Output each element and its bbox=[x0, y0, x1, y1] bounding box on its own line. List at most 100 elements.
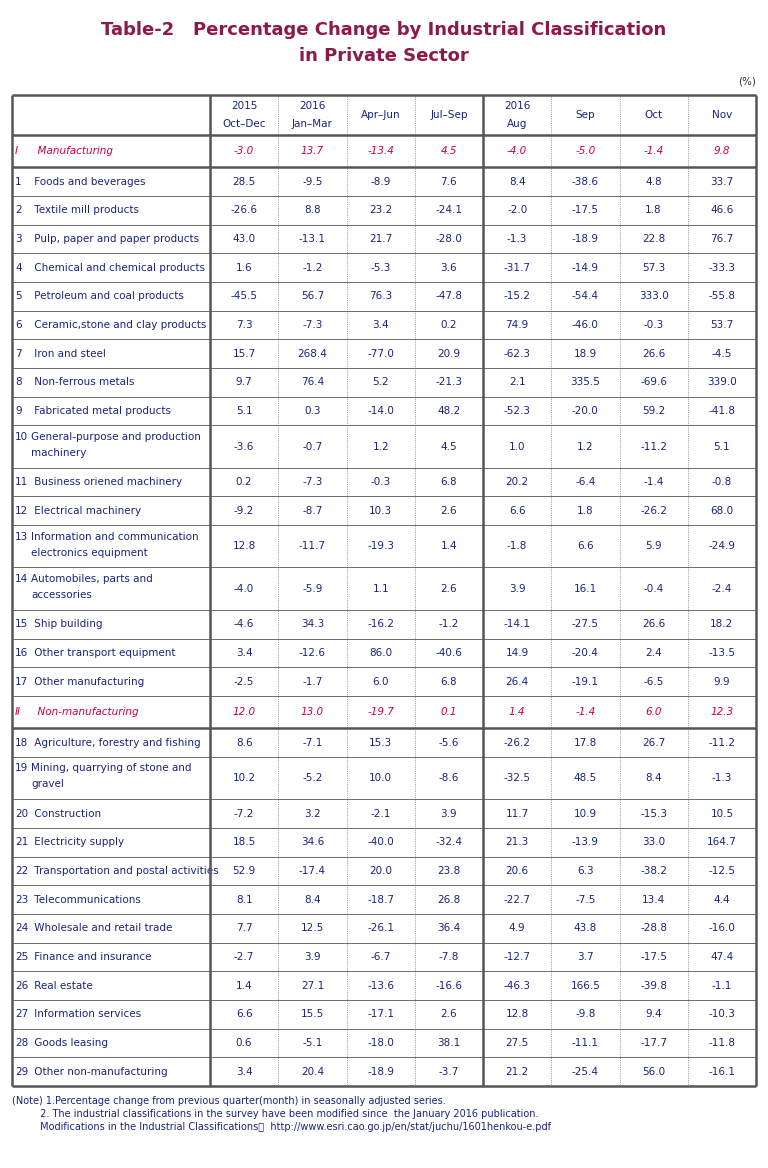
Text: 1.4: 1.4 bbox=[441, 541, 457, 551]
Text: -7.5: -7.5 bbox=[575, 895, 595, 905]
Text: Sep: Sep bbox=[575, 110, 595, 120]
Text: 3.2: 3.2 bbox=[304, 808, 321, 819]
Text: -32.4: -32.4 bbox=[435, 837, 462, 847]
Text: 56.0: 56.0 bbox=[642, 1066, 665, 1077]
Text: 6.0: 6.0 bbox=[372, 676, 389, 687]
Text: Pulp, paper and paper products: Pulp, paper and paper products bbox=[31, 234, 199, 244]
Text: 6.0: 6.0 bbox=[645, 707, 662, 717]
Text: -5.6: -5.6 bbox=[439, 738, 459, 748]
Text: accessories: accessories bbox=[31, 590, 92, 600]
Text: 10.5: 10.5 bbox=[710, 808, 733, 819]
Text: Oct: Oct bbox=[644, 110, 663, 120]
Text: 20: 20 bbox=[15, 808, 28, 819]
Text: -47.8: -47.8 bbox=[435, 291, 462, 301]
Text: 13.7: 13.7 bbox=[301, 146, 324, 157]
Text: 2.1: 2.1 bbox=[509, 377, 525, 388]
Text: 86.0: 86.0 bbox=[369, 648, 392, 658]
Text: Apr–Jun: Apr–Jun bbox=[361, 110, 400, 120]
Text: -33.3: -33.3 bbox=[708, 263, 736, 273]
Text: -13.1: -13.1 bbox=[299, 234, 326, 244]
Text: 6.6: 6.6 bbox=[236, 1009, 253, 1020]
Text: -0.8: -0.8 bbox=[712, 477, 732, 487]
Text: Iron and steel: Iron and steel bbox=[31, 349, 106, 359]
Text: 13.0: 13.0 bbox=[301, 707, 324, 717]
Text: 2. The industrial classifications in the survey have been modified since  the Ja: 2. The industrial classifications in the… bbox=[12, 1108, 538, 1119]
Text: 12.3: 12.3 bbox=[710, 707, 733, 717]
Text: 4: 4 bbox=[15, 263, 22, 273]
Text: -4.5: -4.5 bbox=[712, 349, 732, 359]
Text: -28.8: -28.8 bbox=[640, 924, 667, 933]
Text: 20.4: 20.4 bbox=[301, 1066, 324, 1077]
Text: 26.6: 26.6 bbox=[642, 349, 665, 359]
Text: 1.4: 1.4 bbox=[236, 981, 253, 990]
Text: -46.0: -46.0 bbox=[572, 320, 599, 331]
Text: -6.5: -6.5 bbox=[644, 676, 664, 687]
Text: 1.8: 1.8 bbox=[577, 506, 594, 516]
Text: 6.3: 6.3 bbox=[577, 865, 594, 876]
Text: 7: 7 bbox=[15, 349, 22, 359]
Text: General-purpose and production: General-purpose and production bbox=[31, 432, 201, 442]
Text: 0.1: 0.1 bbox=[441, 707, 457, 717]
Text: 12.0: 12.0 bbox=[233, 707, 256, 717]
Text: -27.5: -27.5 bbox=[572, 619, 599, 630]
Text: Real estate: Real estate bbox=[31, 981, 93, 990]
Text: Other transport equipment: Other transport equipment bbox=[31, 648, 176, 658]
Text: -6.7: -6.7 bbox=[370, 952, 391, 962]
Text: 17.8: 17.8 bbox=[574, 738, 597, 748]
Text: 2016: 2016 bbox=[504, 102, 531, 111]
Text: 9.8: 9.8 bbox=[713, 146, 730, 157]
Text: 57.3: 57.3 bbox=[642, 263, 665, 273]
Text: 4.5: 4.5 bbox=[441, 146, 457, 157]
Text: machinery: machinery bbox=[31, 449, 86, 458]
Text: Construction: Construction bbox=[31, 808, 101, 819]
Text: -2.0: -2.0 bbox=[507, 206, 528, 215]
Text: -17.5: -17.5 bbox=[572, 206, 599, 215]
Text: -46.3: -46.3 bbox=[504, 981, 531, 990]
Text: 339.0: 339.0 bbox=[707, 377, 737, 388]
Text: 16: 16 bbox=[15, 648, 28, 658]
Text: 2015: 2015 bbox=[231, 102, 257, 111]
Text: 3.4: 3.4 bbox=[372, 320, 389, 331]
Text: -1.2: -1.2 bbox=[302, 263, 323, 273]
Text: electronics equipment: electronics equipment bbox=[31, 548, 147, 557]
Text: -1.3: -1.3 bbox=[507, 234, 528, 244]
Text: 1.8: 1.8 bbox=[645, 206, 662, 215]
Text: 12.8: 12.8 bbox=[505, 1009, 528, 1020]
Text: in Private Sector: in Private Sector bbox=[299, 47, 469, 65]
Text: (%): (%) bbox=[738, 76, 756, 86]
Text: -38.2: -38.2 bbox=[640, 865, 667, 876]
Text: -12.7: -12.7 bbox=[504, 952, 531, 962]
Text: -10.3: -10.3 bbox=[708, 1009, 735, 1020]
Text: Petroleum and coal products: Petroleum and coal products bbox=[31, 291, 184, 301]
Text: -3.0: -3.0 bbox=[234, 146, 254, 157]
Text: -9.2: -9.2 bbox=[234, 506, 254, 516]
Text: -8.9: -8.9 bbox=[370, 176, 391, 187]
Text: Nov: Nov bbox=[712, 110, 732, 120]
Text: -14.1: -14.1 bbox=[504, 619, 531, 630]
Text: 15.3: 15.3 bbox=[369, 738, 392, 748]
Text: 0.6: 0.6 bbox=[236, 1038, 253, 1048]
Text: 27.1: 27.1 bbox=[301, 981, 324, 990]
Text: -22.7: -22.7 bbox=[504, 895, 531, 905]
Text: Table-2   Percentage Change by Industrial Classification: Table-2 Percentage Change by Industrial … bbox=[101, 21, 667, 39]
Text: 18.5: 18.5 bbox=[233, 837, 256, 847]
Text: 15.5: 15.5 bbox=[301, 1009, 324, 1020]
Text: 21.7: 21.7 bbox=[369, 234, 392, 244]
Text: -16.2: -16.2 bbox=[367, 619, 394, 630]
Text: -18.7: -18.7 bbox=[367, 895, 394, 905]
Text: 18.9: 18.9 bbox=[574, 349, 597, 359]
Text: 3.4: 3.4 bbox=[236, 648, 253, 658]
Text: 1.4: 1.4 bbox=[509, 707, 525, 717]
Text: -17.1: -17.1 bbox=[367, 1009, 394, 1020]
Text: 36.4: 36.4 bbox=[437, 924, 461, 933]
Text: 3.6: 3.6 bbox=[441, 263, 457, 273]
Text: 4.4: 4.4 bbox=[713, 895, 730, 905]
Text: 9: 9 bbox=[15, 406, 22, 416]
Text: I: I bbox=[15, 146, 18, 157]
Text: -54.4: -54.4 bbox=[572, 291, 599, 301]
Text: -62.3: -62.3 bbox=[504, 349, 531, 359]
Text: 22.8: 22.8 bbox=[642, 234, 665, 244]
Text: 20.2: 20.2 bbox=[505, 477, 528, 487]
Text: 33.0: 33.0 bbox=[642, 837, 665, 847]
Text: Manufacturing: Manufacturing bbox=[31, 146, 113, 157]
